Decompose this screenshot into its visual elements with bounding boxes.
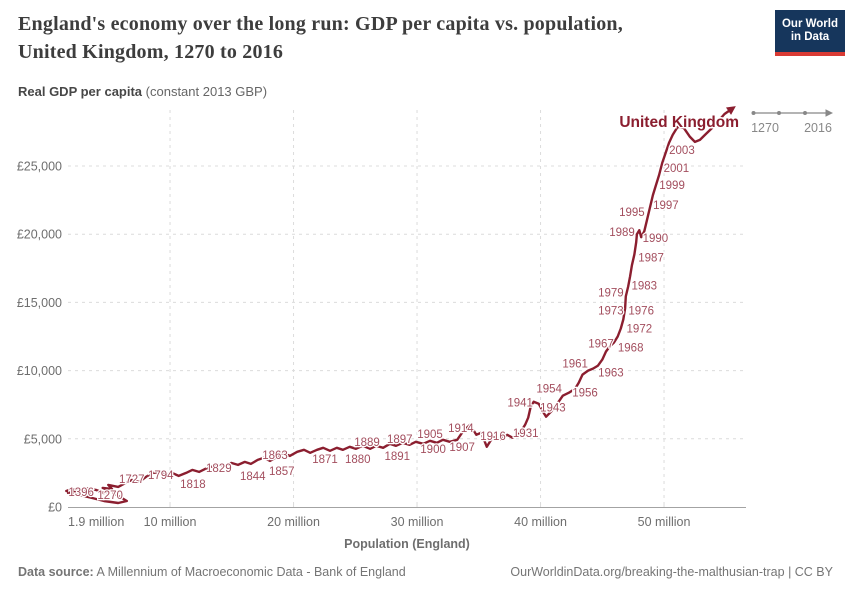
year-label: 1900 [420,444,446,456]
y-axis-legend: Real GDP per capita (constant 2013 GBP) [18,84,267,99]
year-label: 1794 [148,470,174,482]
year-label: 1999 [659,180,685,192]
y-tick-label: £10,000 [17,364,62,378]
timeline-indicator: 1270 2016 [751,109,833,135]
timeline-arrowhead-icon [825,109,833,117]
chart-title-line1: England's economy over the long run: GDP… [18,13,623,35]
year-label: 1968 [618,343,644,355]
year-label: 1989 [609,227,635,239]
year-label: 1829 [206,463,232,475]
data-source-note: Data source: A Millennium of Macroeconom… [18,565,406,579]
year-label: 1907 [449,442,475,454]
x-tick-label: 50 million [638,515,691,529]
year-label: 1889 [354,437,380,449]
chart-title-line2: United Kingdom, 1270 to 2016 [18,41,284,63]
x-tick-label: 20 million [267,515,320,529]
year-label: 1943 [540,403,566,415]
year-label: 1963 [598,368,624,380]
year-label: 1961 [562,359,588,371]
x-tick-label: 10 million [144,515,197,529]
owid-logo-line2: in Data [790,31,830,43]
y-tick-label: £5,000 [24,432,62,446]
year-label: 1270 [97,490,123,502]
x-tick-labels: 1.9 million 10 million 20 million 30 millio… [68,515,690,529]
year-label: 1976 [628,305,654,317]
y-axis-legend-bold: Real GDP per capita [18,84,143,99]
year-label: 1990 [643,233,669,245]
year-label: 1727 [119,474,145,486]
year-label: 1954 [536,384,562,396]
year-label: 1979 [598,287,624,299]
y-tick-label: £20,000 [17,228,62,242]
y-tick-label: £0 [48,501,62,515]
year-label: 1941 [507,398,533,410]
year-label: 1972 [627,323,653,335]
entity-label-united-kingdom: United Kingdom [619,114,739,131]
year-label: 1897 [387,434,413,446]
chart-title: England's economy over the long run: GDP… [18,10,763,66]
year-label: 1967 [588,339,614,351]
timeline-dot [803,111,807,115]
year-label: 1871 [312,454,338,466]
year-label: 1863 [262,450,288,462]
timeline-start-year: 1270 [751,121,779,135]
x-tick-label: 30 million [391,515,444,529]
timeline-dot [751,111,756,115]
year-label: 2001 [664,163,690,175]
owid-url-license-link[interactable]: OurWorldinData.org/breaking-the-malthusi… [510,565,833,579]
year-label: 1905 [417,429,443,441]
data-source-text: A Millennium of Macroeconomic Data - Ban… [93,565,406,579]
data-source-label: Data source: [18,565,94,579]
year-label: 1818 [180,479,206,491]
year-label: 1914 [448,423,474,435]
owid-logo-line1: Our World [781,18,838,30]
year-label: 1891 [384,451,410,463]
y-tick-label: £25,000 [17,160,62,174]
y-tick-label: £15,000 [17,296,62,310]
year-label: 1973 [598,305,624,317]
x-axis-title: Population (England) [344,537,470,551]
vertical-gridlines [169,110,665,507]
y-tick-labels: £0 £5,000 £10,000 £15,000 £20,000 £25,000 [17,160,62,515]
uk-series-arrowhead-icon [725,106,736,115]
year-label: 1997 [653,200,679,212]
uk-series-line [65,108,732,505]
timeline-end-year: 2016 [804,121,832,135]
x-tick-label: 1.9 million [68,515,124,529]
year-label: 1916 [480,431,506,443]
timeline-dot [777,111,781,115]
y-axis-legend-unit: (constant 2013 GBP) [142,84,268,99]
year-label: 1995 [619,207,645,219]
x-tick-label: 40 million [514,515,567,529]
year-label: 1987 [638,252,664,264]
year-label: 1844 [240,471,266,483]
horizontal-gridlines [68,165,746,440]
x-tick-marks [169,503,665,507]
year-label: 1956 [572,388,598,400]
year-label: 1931 [513,428,539,440]
owid-logo[interactable]: Our World in Data [775,10,845,56]
year-label: 1396 [68,487,94,499]
year-label: 1983 [631,280,657,292]
year-label: 1857 [269,466,295,478]
year-label: 2003 [669,145,695,157]
year-label: 1880 [345,454,371,466]
